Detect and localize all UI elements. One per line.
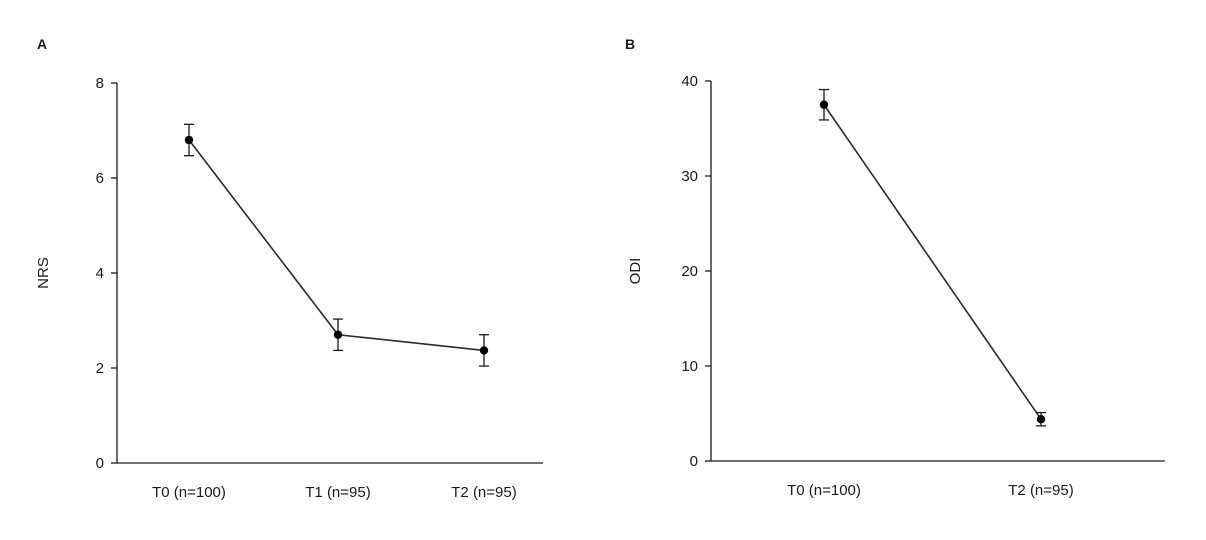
series-line [823, 104, 1042, 420]
panel-label: A [37, 36, 47, 52]
y-tick-label: 10 [681, 358, 698, 375]
y-tick-label: 40 [681, 73, 698, 90]
panel-label: B [625, 36, 635, 52]
y-tick-label: 8 [96, 75, 104, 92]
y-tick-label: 20 [681, 263, 698, 280]
y-tick-label: 2 [96, 360, 104, 377]
data-point [819, 100, 829, 109]
x-tick-label: T0 (n=100) [787, 482, 861, 499]
panel-a: A 0 2 4 6 8 NRS T0 (n=100) T1 (n=95) T2 (n=95) [35, 36, 543, 501]
y-tick-label: 0 [96, 455, 104, 472]
y-tick-label: 30 [681, 168, 698, 185]
x-tick-label: T0 (n=100) [152, 484, 226, 501]
panel-b: B 0 10 20 30 40 ODI T0 (n=100) T2 (n=95) [625, 36, 1165, 499]
x-tick-label: T1 (n=95) [305, 484, 370, 501]
data-point [479, 346, 489, 355]
y-axis-title: NRS [35, 257, 52, 289]
x-tick-label: T2 (n=95) [1008, 482, 1073, 499]
data-point [184, 135, 194, 145]
y-tick-label: 0 [690, 453, 698, 470]
x-tick-label: T2 (n=95) [451, 484, 516, 501]
data-point [333, 330, 343, 339]
y-tick-label: 4 [96, 265, 104, 282]
y-tick-label: 6 [96, 170, 104, 187]
y-axis-title: ODI [627, 258, 644, 285]
data-point [1036, 415, 1046, 424]
